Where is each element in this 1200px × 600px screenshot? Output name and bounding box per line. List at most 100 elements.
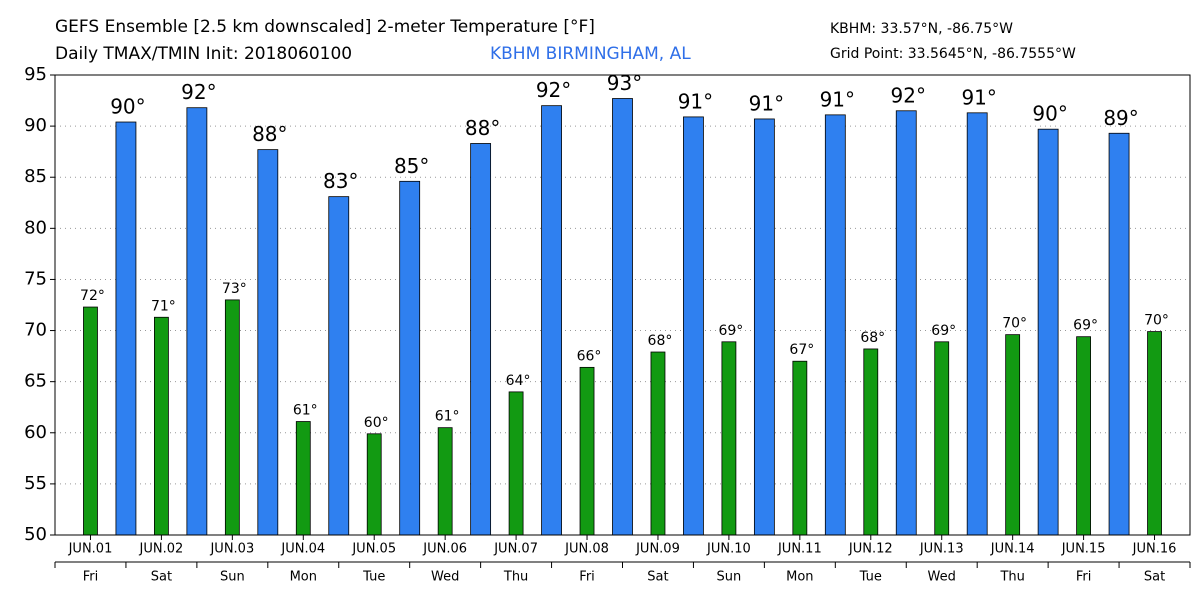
x-tick-label: JUN.16	[1132, 542, 1177, 557]
value-label: 90°	[1032, 102, 1067, 126]
value-label: 90°	[110, 95, 145, 119]
y-tick-label: 85	[24, 166, 47, 187]
value-label: 92°	[181, 80, 216, 104]
y-tick-label: 80	[24, 217, 47, 238]
x-tick-label: JUN.10	[706, 542, 751, 557]
value-label: 92°	[891, 83, 926, 107]
weekday-label: Wed	[431, 570, 459, 585]
weekday-label: Thu	[503, 570, 528, 585]
bar	[366, 433, 382, 536]
bar	[863, 348, 879, 536]
weekday-label: Sat	[1144, 570, 1165, 585]
bar	[83, 306, 98, 536]
y-tick-label: 90	[24, 115, 47, 136]
bar	[470, 143, 492, 536]
value-label: 85°	[394, 154, 429, 178]
bar	[579, 366, 595, 536]
value-label: 66°	[577, 348, 602, 364]
weekday-label: Sat	[647, 570, 668, 585]
bar	[612, 98, 633, 536]
value-label: 83°	[323, 169, 358, 193]
weekday-label: Sat	[151, 570, 172, 585]
value-label: 89°	[1103, 106, 1138, 130]
x-tick-label: JUN.13	[919, 542, 964, 557]
y-tick-label: 75	[24, 268, 47, 289]
bar	[934, 341, 950, 536]
bar	[1037, 128, 1059, 536]
x-tick-label: JUN.07	[493, 542, 538, 557]
bar	[154, 316, 169, 536]
value-label: 69°	[718, 323, 743, 339]
bar	[1147, 331, 1162, 536]
chart-subtitle: Daily TMAX/TMIN Init: 2018060100	[55, 44, 352, 64]
value-label: 64°	[506, 373, 531, 389]
value-label: 71°	[151, 298, 176, 314]
value-label: 91°	[678, 89, 713, 113]
weekday-label: Thu	[999, 570, 1024, 585]
x-tick-label: JUN.05	[351, 542, 396, 557]
y-tick-label: 95	[24, 64, 47, 85]
value-label: 68°	[648, 333, 673, 349]
y-tick-label: 55	[24, 473, 47, 494]
bar	[115, 121, 137, 536]
weekday-label: Mon	[786, 570, 813, 585]
value-label: 61°	[293, 403, 318, 419]
value-label: 70°	[1002, 316, 1027, 332]
x-tick-label: JUN.02	[139, 542, 184, 557]
x-tick-label: JUN.01	[68, 542, 113, 557]
weekday-label: Mon	[290, 570, 317, 585]
value-label: 92°	[536, 78, 571, 102]
y-tick-label: 70	[24, 320, 47, 341]
location: KBHM BIRMINGHAM, AL	[490, 44, 691, 64]
station: KBHM: 33.57°N, -86.75°W	[830, 21, 1013, 37]
weekday-label: Fri	[579, 570, 595, 585]
weekday-label: Wed	[928, 570, 956, 585]
bar	[1108, 132, 1130, 536]
x-tick-label: JUN.08	[564, 542, 609, 557]
weekday-label: Fri	[83, 570, 99, 585]
value-label: 69°	[931, 323, 956, 339]
chart-title: GEFS Ensemble [2.5 km downscaled] 2-mete…	[55, 17, 595, 37]
x-tick-label: JUN.12	[848, 542, 893, 557]
value-label: 91°	[749, 91, 784, 115]
value-label: 67°	[789, 342, 814, 358]
y-tick-label: 65	[24, 371, 47, 392]
weekday-label: Tue	[859, 570, 882, 585]
value-label: 91°	[820, 87, 855, 111]
weekday-label: Sun	[220, 570, 245, 585]
value-label: 69°	[1073, 318, 1098, 334]
weekday-label: Tue	[362, 570, 385, 585]
value-label: 61°	[435, 409, 460, 425]
bar	[824, 114, 846, 536]
bar	[541, 105, 562, 536]
plot-frame	[54, 74, 1191, 536]
weekday-label: Sun	[717, 570, 742, 585]
y-tick-label: 50	[24, 524, 47, 545]
bar	[257, 149, 279, 536]
bar	[895, 110, 917, 536]
bar	[328, 196, 350, 536]
weekday-label: Fri	[1076, 570, 1092, 585]
bar	[966, 112, 988, 536]
bar	[753, 118, 775, 536]
x-tick-label: JUN.11	[777, 542, 822, 557]
y-tick-label: 60	[24, 422, 47, 443]
x-tick-label: JUN.14	[990, 542, 1035, 557]
grid-point: Grid Point: 33.5645°N, -86.7555°W	[830, 46, 1076, 62]
bar	[792, 360, 808, 536]
bar	[1005, 334, 1021, 536]
x-tick-label: JUN.15	[1061, 542, 1106, 557]
bar	[650, 351, 666, 536]
value-label: 88°	[465, 116, 500, 140]
value-label: 91°	[961, 85, 996, 109]
value-label: 73°	[222, 281, 247, 297]
bar	[721, 341, 737, 536]
bar	[399, 180, 421, 536]
value-label: 88°	[252, 122, 287, 146]
value-label: 70°	[1144, 313, 1169, 329]
value-label: 60°	[364, 415, 389, 431]
bar	[437, 427, 453, 536]
bar	[295, 421, 311, 536]
value-label: 68°	[860, 330, 885, 346]
